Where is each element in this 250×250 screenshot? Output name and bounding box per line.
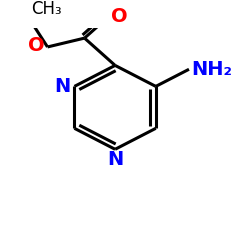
Text: O: O	[112, 7, 128, 26]
Text: N: N	[54, 77, 71, 96]
Text: O: O	[28, 36, 45, 55]
Text: CH₃: CH₃	[31, 0, 62, 18]
Text: N: N	[107, 150, 123, 170]
Text: NH₂: NH₂	[191, 60, 232, 79]
